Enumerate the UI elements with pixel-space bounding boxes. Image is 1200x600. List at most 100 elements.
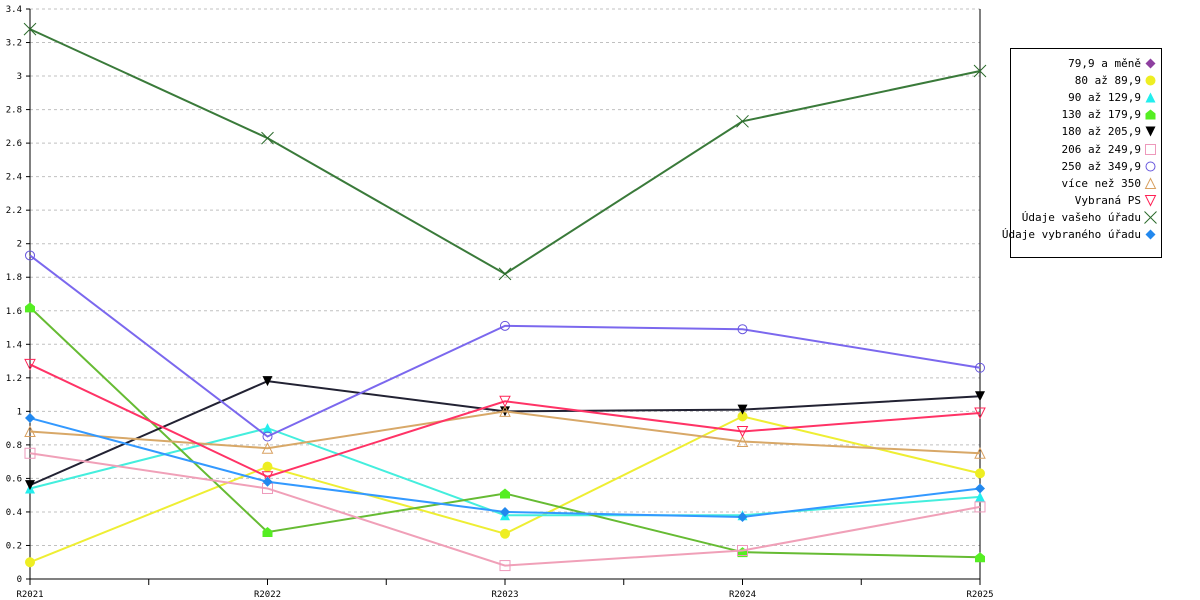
legend-marker — [1145, 126, 1156, 137]
y-tick-label: 0.4 — [6, 508, 22, 518]
data-point — [499, 405, 511, 417]
data-point — [24, 447, 36, 459]
data-point — [25, 557, 35, 568]
data-point — [25, 413, 35, 424]
legend-marker-icon — [1144, 194, 1157, 207]
x-tick-label: R2021 — [16, 590, 43, 600]
legend-item: 206 až 249,9 — [1062, 141, 1157, 158]
y-tick-label: 2.2 — [6, 206, 22, 216]
legend-marker-icon — [1145, 109, 1156, 120]
y-tick-label: 1.2 — [6, 374, 22, 384]
y-tick-label: 1.8 — [6, 273, 22, 283]
data-point — [737, 411, 748, 422]
x-tick-label: R2023 — [491, 590, 518, 600]
legend-item: Údaje vašeho úřadu — [1022, 209, 1157, 226]
legend-marker — [1145, 75, 1156, 86]
data-point — [261, 471, 274, 483]
data-point — [974, 407, 986, 420]
legend-item: 130 až 179,9 — [1062, 106, 1157, 123]
legend: 79,9 a měně 80 až 89,9 90 až 129,9 130 až 1… — [1002, 48, 1162, 258]
series-8 — [24, 358, 986, 483]
data-point — [975, 391, 985, 402]
legend-marker-icon — [1145, 58, 1156, 69]
legend-marker — [1145, 92, 1156, 103]
y-tick-label: 0.2 — [6, 541, 22, 551]
y-tick-label: 3.2 — [6, 39, 22, 49]
data-point — [25, 302, 35, 313]
data-point — [500, 506, 510, 517]
data-point — [25, 480, 35, 491]
legend-label: Údaje vybraného úřadu — [1001, 228, 1141, 241]
y-tick-label: 0 — [17, 575, 22, 585]
legend-marker-icon — [1145, 161, 1156, 172]
x-tick-label: R2022 — [254, 590, 281, 600]
y-tick-label: 0.6 — [6, 474, 22, 484]
legend-item: více než 350 — [1062, 175, 1157, 192]
data-point — [262, 461, 273, 472]
legend-label: 79,9 a měně — [1068, 57, 1141, 70]
data-point — [737, 324, 748, 335]
y-tick-label: 2 — [17, 240, 22, 250]
data-point — [736, 425, 749, 438]
data-point — [261, 131, 274, 145]
data-point — [737, 545, 748, 556]
legend-marker — [1145, 229, 1156, 240]
data-point — [262, 431, 273, 442]
data-point — [262, 423, 273, 434]
data-point — [261, 442, 274, 454]
legend-item: 180 až 205,9 — [1062, 123, 1157, 140]
data-point — [498, 267, 512, 281]
legend-label: Vybraná PS — [1074, 193, 1141, 207]
series-7 — [24, 405, 986, 459]
x-tick-label: R2024 — [729, 590, 756, 600]
legend-marker — [1145, 161, 1156, 172]
series-line — [29, 254, 981, 438]
legend-label: 250 až 349,9 — [1061, 159, 1141, 173]
y-tick-label: 2.4 — [6, 173, 22, 183]
data-point — [262, 376, 273, 387]
legend-marker-icon — [1145, 143, 1156, 155]
y-tick-label: 1.6 — [6, 307, 22, 317]
legend-marker — [1145, 143, 1156, 155]
series-1 — [25, 411, 985, 568]
data-point — [737, 511, 748, 522]
legend-item: Vybraná PS — [1075, 192, 1157, 209]
series-3 — [25, 302, 985, 563]
legend-marker — [1144, 194, 1157, 207]
legend-label: Údaje vašeho úřadu — [1021, 210, 1141, 224]
y-tick-label: 0.8 — [6, 441, 22, 451]
y-tick-label: 1 — [17, 407, 22, 417]
legend-marker-icon — [1145, 126, 1156, 137]
data-point — [24, 425, 36, 437]
data-point — [500, 528, 510, 539]
data-point — [500, 488, 510, 499]
data-point — [499, 560, 511, 572]
legend-marker-icon — [1145, 75, 1156, 86]
y-tick-label: 2.8 — [6, 106, 22, 116]
series-line — [29, 28, 981, 276]
data-point — [23, 22, 37, 36]
data-point — [975, 491, 985, 502]
legend-marker — [1145, 58, 1156, 69]
y-tick-label: 2.6 — [6, 139, 22, 149]
y-tick-label: 3 — [17, 72, 22, 82]
legend-marker-icon — [1145, 229, 1156, 240]
data-point — [975, 483, 985, 494]
data-point — [736, 114, 749, 128]
data-point — [262, 527, 273, 538]
data-point — [975, 468, 985, 479]
series-10 — [25, 413, 985, 522]
legend-label: 130 až 179,9 — [1061, 108, 1141, 122]
legend-marker-icon — [1144, 211, 1157, 224]
data-point — [262, 476, 273, 487]
data-point — [737, 404, 748, 415]
series-line — [29, 452, 981, 567]
data-point — [974, 447, 986, 459]
series-line — [29, 363, 981, 478]
legend-label: více než 350 — [1061, 176, 1141, 190]
series-9 — [23, 22, 987, 281]
data-point — [24, 358, 36, 371]
data-point — [973, 64, 987, 78]
x-tick-label: R2025 — [966, 590, 993, 600]
